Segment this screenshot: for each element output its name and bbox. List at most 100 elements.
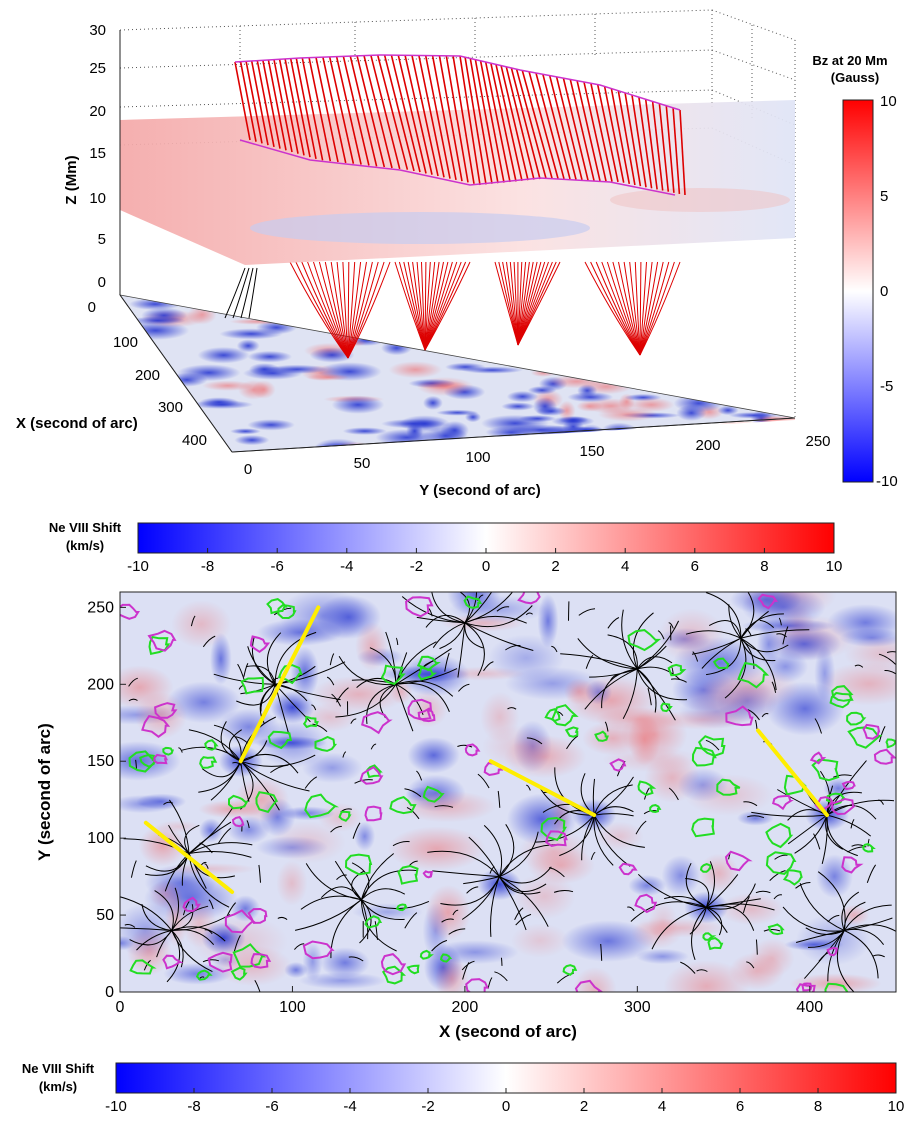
lower-field-line <box>590 261 641 356</box>
floor-negative-patch <box>342 427 387 435</box>
green-contour <box>824 982 849 992</box>
lower-field-line <box>336 261 349 359</box>
field-line-segment <box>277 916 288 921</box>
magenta-contour <box>841 780 856 791</box>
field-line <box>799 882 845 931</box>
doppler-map-frame <box>119 591 897 993</box>
field-line <box>607 634 638 669</box>
magenta-contour <box>814 796 835 811</box>
floor-negative-patch <box>697 428 754 436</box>
green-contour <box>660 702 673 713</box>
map-y-tick-label: 100 <box>87 830 114 847</box>
field-line-segment <box>217 827 232 844</box>
field-line-segment <box>635 820 647 835</box>
field-line <box>483 825 503 877</box>
colorbar-tick-label: 6 <box>691 558 699 575</box>
lower-field-line <box>295 261 349 359</box>
magenta-contour <box>841 856 864 874</box>
field-line <box>728 604 742 639</box>
colorbar-tick-label: -8 <box>187 1098 200 1115</box>
blueshift-patch <box>730 592 802 615</box>
field-line <box>240 754 299 774</box>
x3d-tick-label: 200 <box>135 367 160 384</box>
blueshift-patch <box>661 855 701 897</box>
colorbar-tick-label: 2 <box>551 558 559 575</box>
magenta-contour <box>724 850 753 872</box>
blueshift-patch <box>298 972 386 990</box>
field-line <box>705 861 715 908</box>
field-line-segment <box>505 644 521 651</box>
magenta-contour <box>545 830 568 847</box>
field-line <box>622 668 638 720</box>
field-line <box>184 824 200 854</box>
field-line <box>705 874 739 908</box>
field-line <box>334 860 362 900</box>
upper-field-line <box>404 55 433 175</box>
redshift-patch <box>233 776 290 823</box>
field-line-segment <box>124 924 136 928</box>
magenta-contour <box>826 946 839 957</box>
field-line <box>740 637 777 691</box>
green-contour <box>302 715 319 729</box>
green-contour <box>162 746 175 756</box>
green-contour <box>691 817 715 838</box>
magenta-contour <box>364 805 383 822</box>
field-line-segment <box>352 822 361 839</box>
field-line-segment <box>657 630 665 640</box>
field-line-segment <box>483 661 494 672</box>
field-line <box>636 656 673 670</box>
field-line-segment <box>671 666 674 674</box>
upper-field-line <box>278 59 299 154</box>
field-line-segment <box>348 956 364 962</box>
blueshift-patch <box>254 736 327 750</box>
redshift-patch <box>595 821 644 852</box>
field-line <box>351 862 370 901</box>
upper-field-line <box>583 81 607 182</box>
magenta-contour <box>302 940 335 960</box>
field-line <box>705 907 728 933</box>
upper-field-line <box>569 79 595 181</box>
blueshift-patch <box>741 618 835 634</box>
field-line-segment <box>867 838 870 847</box>
magenta-contour <box>772 794 794 811</box>
upper-field-line <box>515 68 547 179</box>
floor-negative-patch <box>527 385 557 395</box>
bz-colorbar-tick: -5 <box>880 378 893 395</box>
blueshift-patch <box>766 627 842 661</box>
field-line-segment <box>489 866 495 874</box>
floor-negative-patch <box>331 395 385 414</box>
lower-field-line <box>347 261 391 359</box>
green-contour <box>199 756 218 769</box>
green-contour <box>707 937 724 951</box>
redshift-patch <box>572 966 617 992</box>
field-line <box>636 668 676 721</box>
magenta-contour <box>517 592 541 605</box>
field-line <box>395 668 458 685</box>
field-line-segment <box>271 677 279 684</box>
field-line-segment <box>477 773 490 789</box>
blueshift-patch <box>628 874 667 897</box>
field-line-segment <box>644 787 650 800</box>
field-line <box>637 620 680 670</box>
field-line-segment <box>202 959 220 963</box>
field-line-segment <box>878 653 896 665</box>
z-tick-label: 25 <box>89 60 106 77</box>
field-line <box>274 631 317 685</box>
magenta-contour <box>634 893 658 914</box>
open-field-line <box>248 267 258 319</box>
field-line <box>843 901 866 931</box>
field-line <box>685 630 742 639</box>
field-line-segment <box>755 939 758 955</box>
magenta-contour <box>405 596 434 618</box>
field-line-segment <box>515 913 532 926</box>
floor-negative-patch <box>751 432 795 445</box>
field-line-segment <box>458 683 470 692</box>
map-x-tick-label: 0 <box>116 999 125 1016</box>
blueshift-patch <box>120 741 181 781</box>
colorbar-tick-label: -6 <box>265 1098 278 1115</box>
green-contour <box>885 738 896 749</box>
field-line <box>740 610 769 639</box>
green-contour <box>765 822 794 849</box>
floor-positive-patch <box>755 415 784 427</box>
blueshift-patch <box>354 821 376 852</box>
